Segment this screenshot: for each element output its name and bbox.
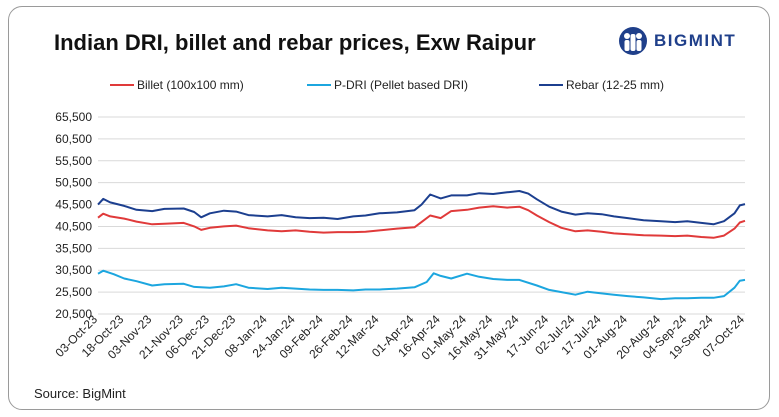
series-lines [97, 190, 746, 301]
y-tick-label: 55,500 [55, 154, 92, 168]
legend-item-pdri: P-DRI (Pellet based DRI) [307, 78, 468, 92]
y-tick-label: 65,500 [55, 110, 92, 124]
y-tick-label: 60,500 [55, 132, 92, 146]
series-line-pdri [97, 269, 746, 301]
source-note: Source: BigMint [34, 386, 126, 401]
bigmint-logo: BIGMINT [618, 26, 758, 56]
y-axis-ticks: 20,500 25,500 30,500 35,500 40,500 45,500 50,5… [55, 110, 92, 321]
bigmint-logo-icon [619, 27, 647, 55]
legend-item-billet: Billet (100x100 mm) [110, 78, 244, 92]
chart-title: Indian DRI, billet and rebar prices, Exw… [54, 30, 536, 55]
legend-label: Rebar (12-25 mm) [566, 78, 664, 92]
y-tick-label: 50,500 [55, 176, 92, 190]
y-tick-label: 40,500 [55, 219, 92, 233]
legend-label: Billet (100x100 mm) [137, 78, 244, 92]
y-tick-label: 45,500 [55, 198, 92, 212]
y-tick-label: 20,500 [55, 307, 92, 321]
y-tick-label: 30,500 [55, 263, 92, 277]
brand-name: BIGMINT [654, 31, 737, 50]
legend-label: P-DRI (Pellet based DRI) [334, 78, 468, 92]
series-line-rebar [97, 190, 746, 226]
legend-item-rebar: Rebar (12-25 mm) [539, 78, 664, 92]
x-axis-ticks: 03-Oct-2318-Oct-2303-Nov-2321-Nov-2306-D… [52, 312, 747, 363]
series-line-billet [97, 205, 746, 239]
chart-frame [8, 6, 770, 410]
y-tick-label: 35,500 [55, 241, 92, 255]
y-tick-label: 25,500 [55, 285, 92, 299]
legend: Billet (100x100 mm) P-DRI (Pellet based D… [110, 78, 664, 92]
